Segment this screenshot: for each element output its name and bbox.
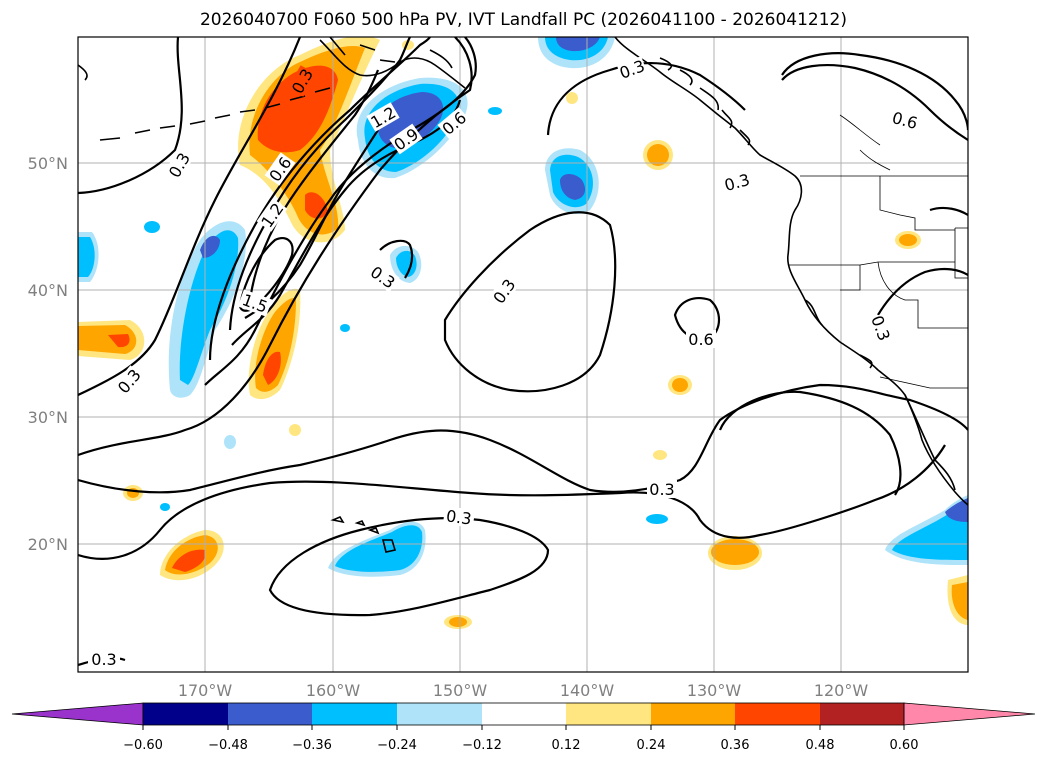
colorbar-label: 0.36 — [721, 738, 750, 753]
colorbar-segment — [651, 703, 735, 725]
lon-label-170w: 170°W — [178, 681, 233, 700]
lon-label-150w: 150°W — [433, 681, 488, 700]
colorbar-label: −0.48 — [208, 738, 248, 753]
colorbar-ticks — [142, 725, 905, 730]
contour-0.9 — [228, 37, 411, 331]
colorbar-label: −0.12 — [462, 738, 502, 753]
map-frame — [77, 36, 969, 673]
alaska-coast — [319, 37, 466, 89]
lat-label-40n: 40°N — [28, 281, 68, 300]
colorbar-label: 0.48 — [806, 738, 835, 753]
svg-text:0.3: 0.3 — [445, 506, 473, 528]
colorbar-segment — [312, 703, 397, 725]
map-area — [78, 37, 968, 672]
lon-label-160w: 160°W — [306, 681, 361, 700]
longitude-labels: 170°W 160°W 150°W 140°W 130°W 120°W — [178, 681, 869, 700]
svg-text:0.3: 0.3 — [649, 480, 674, 499]
contour-0.6 — [208, 37, 431, 361]
contour-0.3-central — [78, 37, 473, 457]
colorbar-extend-min — [11, 702, 144, 726]
colorbar-segment — [482, 703, 566, 725]
colorbar-label: 0.12 — [552, 738, 581, 753]
contour-0.3-west — [78, 37, 183, 195]
latitude-labels: 50°N 40°N 30°N 20°N — [28, 154, 68, 554]
contours — [78, 37, 968, 667]
colorbar-segment — [397, 703, 482, 725]
gridlines — [78, 37, 968, 672]
hawaii — [330, 515, 397, 553]
lon-label-130w: 130°W — [687, 681, 742, 700]
colorbar-label: 0.60 — [890, 738, 919, 753]
lat-label-20n: 20°N — [28, 535, 68, 554]
contour-label: 0.3 — [442, 505, 476, 529]
colorbar-segment — [228, 703, 312, 725]
colorbar: −0.60 −0.48 −0.36 −0.24 −0.12 0.12 0.24 … — [11, 702, 1036, 753]
borders — [788, 114, 968, 389]
contour-0.3-south — [78, 383, 968, 494]
colorbar-segment — [143, 703, 228, 725]
map-content: 0.3 0.3 0.3 0.3 0.3 0.3 — [78, 37, 968, 672]
lon-label-120w: 120°W — [814, 681, 869, 700]
north-america-coast — [614, 37, 968, 506]
lon-label-140w: 140°W — [560, 681, 615, 700]
colorbar-extend-max — [903, 702, 1036, 726]
colorbar-tick-labels: −0.60 −0.48 −0.36 −0.24 −0.12 0.12 0.24 … — [123, 738, 918, 753]
lat-label-50n: 50°N — [28, 154, 68, 173]
lat-label-30n: 30°N — [28, 408, 68, 427]
colorbar-segment — [566, 703, 651, 725]
contour-label: 0.3 — [616, 56, 647, 83]
colorbar-segment — [820, 703, 904, 725]
contour-label: 0.6 — [686, 330, 716, 349]
contour-label: 0.3 — [88, 650, 120, 669]
aleutians — [99, 87, 331, 141]
colorbar-segment — [735, 703, 820, 725]
svg-text:0.3: 0.3 — [91, 650, 116, 669]
colorbar-label: 0.24 — [637, 738, 666, 753]
colorbar-label: −0.36 — [292, 738, 332, 753]
contour-1.5 — [238, 237, 294, 312]
colorbar-label: −0.60 — [123, 738, 163, 753]
contour-label: 0.3 — [647, 480, 677, 499]
map-title: 2026040700 F060 500 hPa PV, IVT Landfall… — [199, 10, 847, 30]
colorbar-label: −0.24 — [377, 738, 417, 753]
svg-text:0.6: 0.6 — [688, 330, 713, 349]
